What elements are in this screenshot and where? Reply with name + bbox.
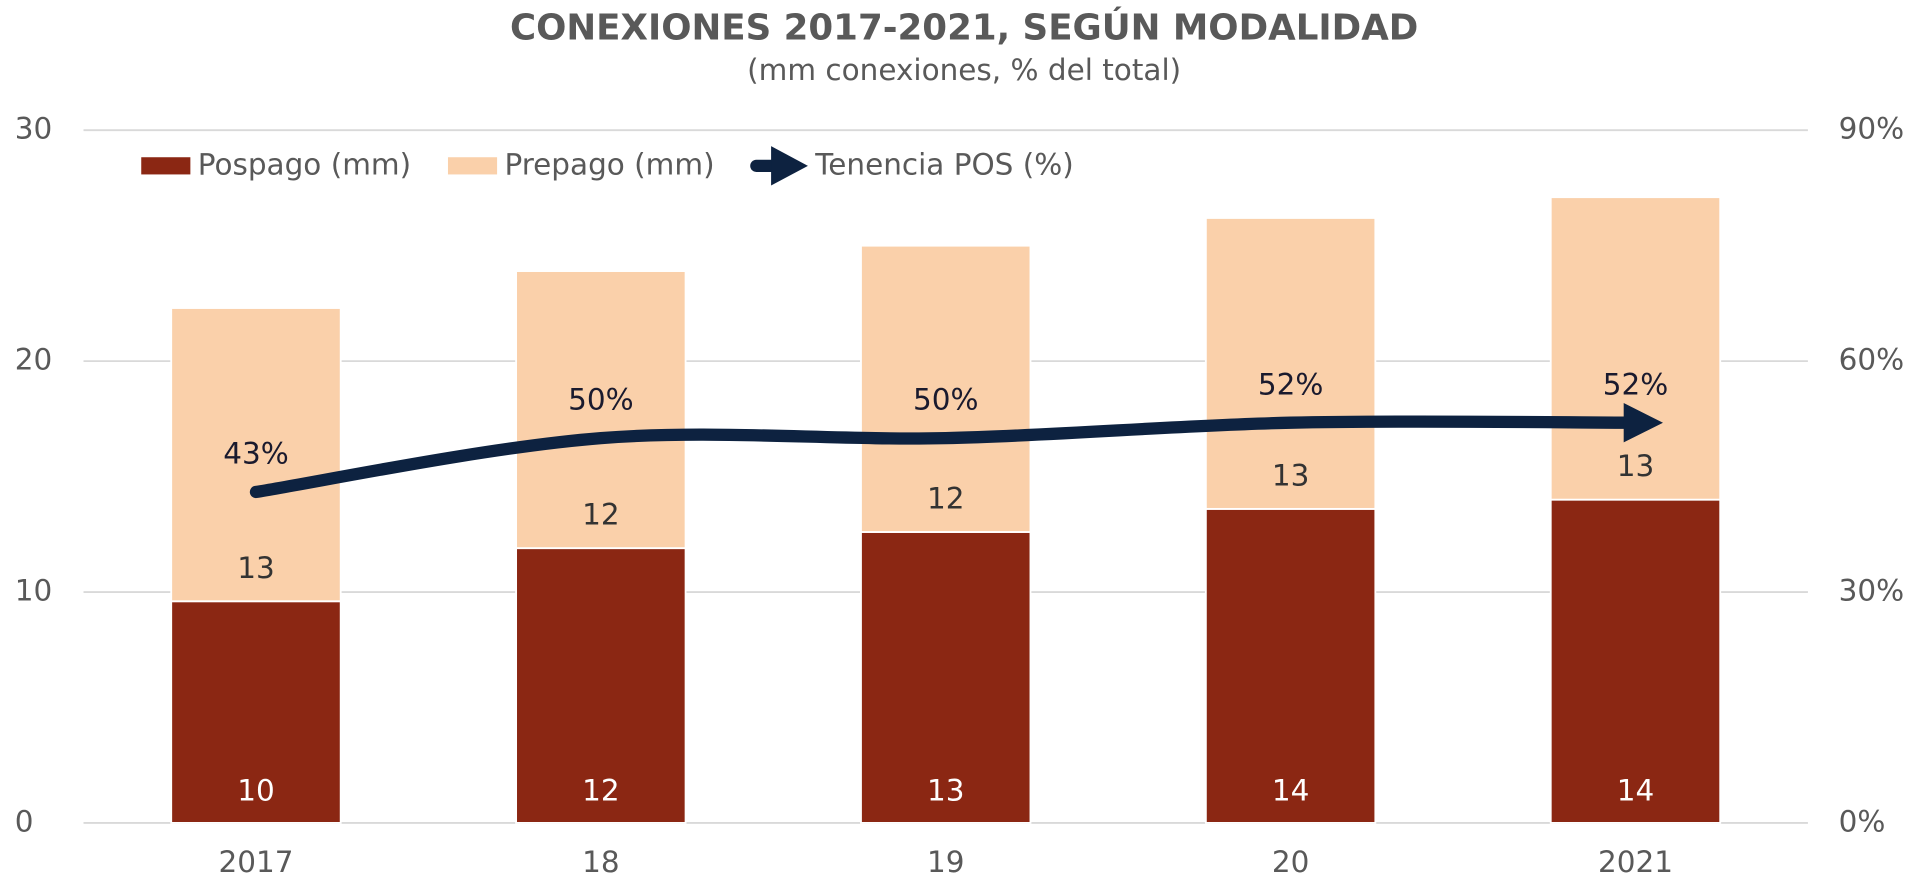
y2-tick-label: 30% (1839, 574, 1905, 608)
y-tick-label: 0 (15, 804, 34, 838)
legend-swatch (447, 157, 498, 175)
legend-swatch (141, 157, 191, 175)
line-value-label: 52% (1258, 367, 1324, 401)
bar-segment (860, 531, 1032, 824)
value-label: 13 (237, 551, 275, 585)
value-label: 13 (1617, 449, 1655, 483)
value-label: 10 (237, 774, 275, 808)
legend-label: Tenencia POS (%) (814, 147, 1073, 181)
line-value-label: 43% (223, 437, 288, 471)
chart-title: CONEXIONES 2017-2021, SEGÚN MODALIDAD (510, 7, 1418, 49)
bar-segment (1204, 217, 1377, 510)
bar-segment (170, 600, 342, 824)
value-label: 13 (1272, 458, 1309, 492)
bar-segment (1549, 498, 1722, 824)
legend-swatch-arrow (771, 146, 808, 186)
line (249, 403, 1663, 499)
line-value-label: 52% (1603, 367, 1669, 401)
line-value-label: 50% (913, 383, 979, 417)
bar-segment (515, 270, 687, 550)
x-tick-label: 2021 (1598, 845, 1673, 877)
bar-segment (170, 307, 342, 603)
line-value-label: 50% (568, 383, 634, 417)
x-tick-label: 19 (927, 845, 965, 877)
value-label: 12 (927, 482, 965, 516)
bar-segment (515, 547, 687, 824)
bar-segment (1549, 196, 1722, 501)
value-label: 12 (582, 498, 620, 532)
y-tick-label: 20 (15, 343, 53, 377)
y-tick-label: 30 (15, 112, 53, 146)
value-label: 14 (1272, 774, 1309, 808)
x-tick-label: 20 (1272, 845, 1309, 877)
legend-label: Pospago (mm) (198, 147, 411, 181)
legend-label: Prepago (mm) (504, 147, 714, 181)
x-tick-label: 18 (582, 845, 620, 877)
x-tick-label: 2017 (218, 845, 293, 877)
bar-segment (1204, 507, 1377, 824)
value-label: 12 (582, 774, 620, 808)
y2-tick-label: 60% (1839, 343, 1905, 377)
bar-segment (860, 244, 1032, 533)
y2-tick-label: 0% (1839, 804, 1886, 838)
y-tick-label: 10 (15, 574, 53, 608)
value-label: 14 (1617, 774, 1655, 808)
y2-tick-label: 90% (1839, 112, 1905, 146)
chart-subtitle: (mm conexiones, % del total) (747, 53, 1181, 87)
value-label: 13 (927, 774, 965, 808)
